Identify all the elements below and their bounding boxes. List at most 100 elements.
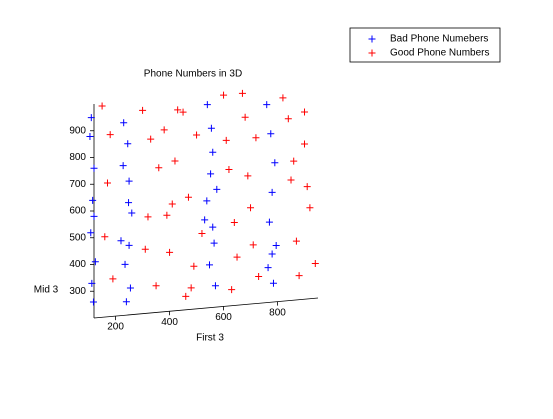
- point: [209, 148, 217, 156]
- point: [155, 164, 163, 172]
- point: [109, 275, 117, 283]
- point: [120, 119, 128, 127]
- point: [89, 196, 97, 204]
- point: [290, 157, 298, 165]
- point: [255, 273, 263, 281]
- y-tick-label: 800: [69, 152, 86, 163]
- point: [193, 131, 201, 139]
- x-axis: [93, 297, 319, 319]
- point: [190, 262, 198, 270]
- point: [203, 197, 211, 205]
- point: [139, 106, 147, 114]
- y-tick-label: 500: [69, 232, 86, 243]
- point: [117, 237, 125, 245]
- point: [125, 199, 133, 207]
- point: [206, 261, 214, 269]
- point: [213, 185, 221, 193]
- x-tick-label: 200: [107, 322, 124, 333]
- point: [121, 260, 129, 268]
- x-tick-label: 600: [215, 312, 232, 323]
- y-tick-label: 400: [69, 259, 86, 270]
- point: [147, 135, 155, 143]
- point: [220, 91, 228, 99]
- point: [301, 108, 309, 116]
- y-tick-label: 900: [69, 125, 86, 136]
- point: [103, 179, 111, 187]
- legend-label: Bad Phone Numebers: [390, 34, 488, 45]
- point: [210, 239, 218, 247]
- point: [91, 258, 99, 266]
- point: [287, 176, 295, 184]
- point: [228, 286, 236, 294]
- point: [198, 229, 206, 237]
- y-tick-label: 700: [69, 179, 86, 190]
- point: [230, 219, 238, 227]
- point: [201, 216, 209, 224]
- point: [184, 193, 192, 201]
- point: [144, 213, 152, 221]
- point: [292, 237, 300, 245]
- x-tick-label: 400: [161, 317, 178, 328]
- point: [141, 245, 149, 253]
- chart-title: Phone Numbers in 3D: [144, 69, 242, 80]
- point: [90, 164, 98, 172]
- point: [267, 130, 275, 138]
- point: [238, 89, 246, 97]
- point: [98, 102, 106, 110]
- point: [171, 157, 179, 165]
- point: [106, 131, 114, 139]
- point: [119, 162, 127, 170]
- point: [263, 101, 271, 109]
- point: [182, 292, 190, 300]
- point: [272, 242, 280, 250]
- point: [233, 253, 241, 261]
- point: [101, 233, 109, 241]
- point: [249, 241, 257, 249]
- point: [269, 279, 277, 287]
- point: [126, 284, 134, 292]
- point: [122, 298, 130, 306]
- point: [90, 212, 98, 220]
- point: [179, 108, 187, 116]
- legend-label: Good Phone Numbers: [390, 48, 490, 59]
- point: [174, 106, 182, 114]
- point: [209, 223, 217, 231]
- y-tick-label: 600: [69, 206, 86, 217]
- point: [284, 115, 292, 123]
- point: [160, 126, 168, 134]
- point: [268, 250, 276, 258]
- point: [86, 132, 94, 140]
- point: [244, 172, 252, 180]
- point: [264, 264, 272, 272]
- point: [125, 177, 133, 185]
- point: [252, 134, 260, 142]
- point: [211, 282, 219, 290]
- point: [303, 183, 311, 191]
- point: [207, 124, 215, 132]
- point: [168, 200, 176, 208]
- legend: [349, 27, 501, 63]
- point: [271, 159, 279, 167]
- point: [311, 259, 319, 267]
- legend-marker: [368, 49, 376, 57]
- y-tick-label: 300: [69, 286, 86, 297]
- point: [88, 279, 96, 287]
- y-axis-label: Mid 3: [34, 285, 59, 296]
- point: [268, 188, 276, 196]
- point: [166, 248, 174, 256]
- x-axis-label: First 3: [196, 333, 224, 344]
- point: [207, 170, 215, 178]
- point: [225, 166, 233, 174]
- x-tick-label: 800: [269, 307, 286, 318]
- point: [241, 113, 249, 121]
- point: [89, 298, 97, 306]
- point: [128, 209, 136, 217]
- point: [87, 114, 95, 122]
- point: [265, 218, 273, 226]
- point: [124, 140, 132, 148]
- point: [203, 101, 211, 109]
- point: [87, 229, 95, 237]
- point: [187, 284, 195, 292]
- point: [222, 136, 230, 144]
